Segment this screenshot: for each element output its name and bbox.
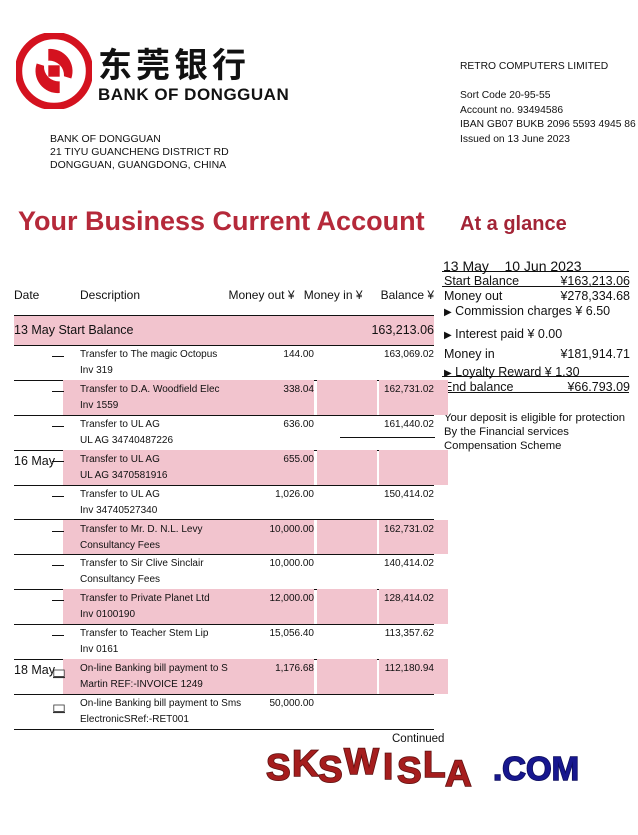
svg-text:S K S: S K S W I S L A: [266, 747, 471, 794]
svg-text:.COM: .COM: [493, 750, 579, 787]
